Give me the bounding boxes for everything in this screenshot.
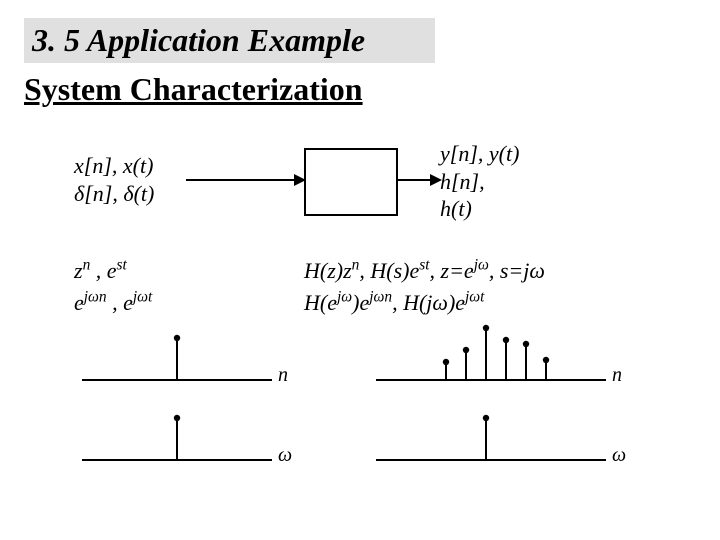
equation-row-1: zn , est H(z)zn, H(s)est, z=ejω, s=jω [74,258,696,284]
axis-label-n-right: n [612,364,622,387]
output-line-1: y[n], y(t) [440,140,519,168]
eq2-right: H(ejω)ejωn, H(jω)ejωt [304,290,696,316]
eq1-left: zn , est [74,258,304,284]
slide-root: 3. 5 Application Example System Characte… [0,0,720,540]
output-signal-labels: y[n], y(t) h[n], h(t) [440,140,519,223]
input-line-1: x[n], x(t) [74,152,154,180]
axis-label-n-left: n [278,364,288,387]
axis-label-omega-left: ω [278,444,292,467]
stem-plots: n ω n ω [24,324,696,499]
system-diagram: x[n], x(t) δ[n], δ(t) y[n], y(t) h[n], h… [24,134,696,254]
axis-label-omega-right: ω [612,444,626,467]
system-block [304,148,398,216]
eq1-right: H(z)zn, H(s)est, z=ejω, s=jω [304,258,696,284]
eq2-left: ejωn , ejωt [74,290,304,316]
arrow-in-icon [186,179,304,181]
stem-plot-output-n [376,324,606,394]
output-line-3: h(t) [440,195,519,223]
stem-plot-input-omega [82,404,272,474]
input-signal-labels: x[n], x(t) δ[n], δ(t) [74,152,154,207]
stem-plot-output-omega [376,404,606,474]
arrow-out-icon [396,179,440,181]
equation-row-2: ejωn , ejωt H(ejω)ejωn, H(jω)ejωt [74,290,696,316]
output-line-2: h[n], [440,168,519,196]
input-line-2: δ[n], δ(t) [74,180,154,208]
subtitle: System Characterization [24,71,696,108]
section-title: 3. 5 Application Example [24,18,435,63]
stem-plot-input-n [82,324,272,394]
